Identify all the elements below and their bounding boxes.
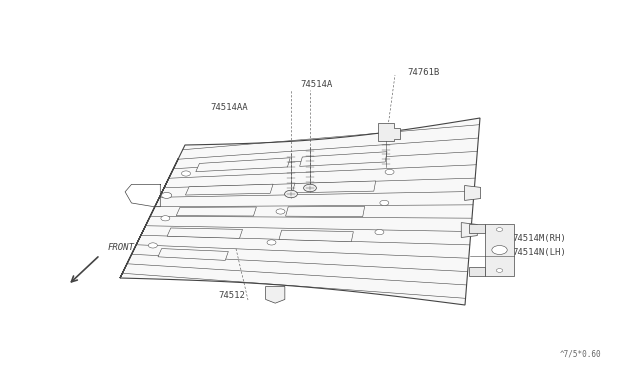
Polygon shape [461, 222, 477, 237]
Circle shape [497, 228, 503, 231]
Text: 74514AA: 74514AA [210, 103, 248, 112]
Circle shape [285, 190, 298, 198]
Polygon shape [300, 152, 387, 166]
Polygon shape [285, 206, 365, 217]
Polygon shape [468, 224, 485, 233]
Circle shape [375, 230, 384, 235]
Circle shape [492, 246, 508, 254]
Circle shape [161, 192, 172, 198]
Text: FRONT: FRONT [108, 243, 135, 252]
Polygon shape [279, 230, 353, 242]
Polygon shape [485, 224, 514, 276]
Circle shape [497, 269, 503, 272]
Text: 74514A: 74514A [300, 80, 332, 89]
Circle shape [380, 200, 389, 205]
Polygon shape [378, 123, 400, 141]
Polygon shape [120, 118, 480, 305]
Circle shape [148, 243, 157, 248]
Text: 74514M(RH): 74514M(RH) [512, 234, 566, 243]
Polygon shape [196, 158, 290, 171]
Polygon shape [176, 207, 257, 216]
Polygon shape [465, 186, 481, 201]
Circle shape [182, 171, 191, 176]
Circle shape [161, 216, 170, 221]
Text: ^7/5*0.60: ^7/5*0.60 [560, 350, 602, 359]
Circle shape [267, 240, 276, 245]
Text: 74514N(LH): 74514N(LH) [512, 248, 566, 257]
Text: 74512: 74512 [218, 292, 245, 301]
Polygon shape [186, 184, 273, 195]
Text: 74761B: 74761B [407, 67, 439, 77]
Polygon shape [468, 267, 485, 276]
Polygon shape [266, 286, 285, 303]
Circle shape [276, 209, 285, 214]
Circle shape [303, 184, 316, 192]
Polygon shape [158, 248, 228, 260]
Circle shape [385, 169, 394, 174]
Polygon shape [292, 181, 376, 193]
Polygon shape [167, 228, 243, 238]
